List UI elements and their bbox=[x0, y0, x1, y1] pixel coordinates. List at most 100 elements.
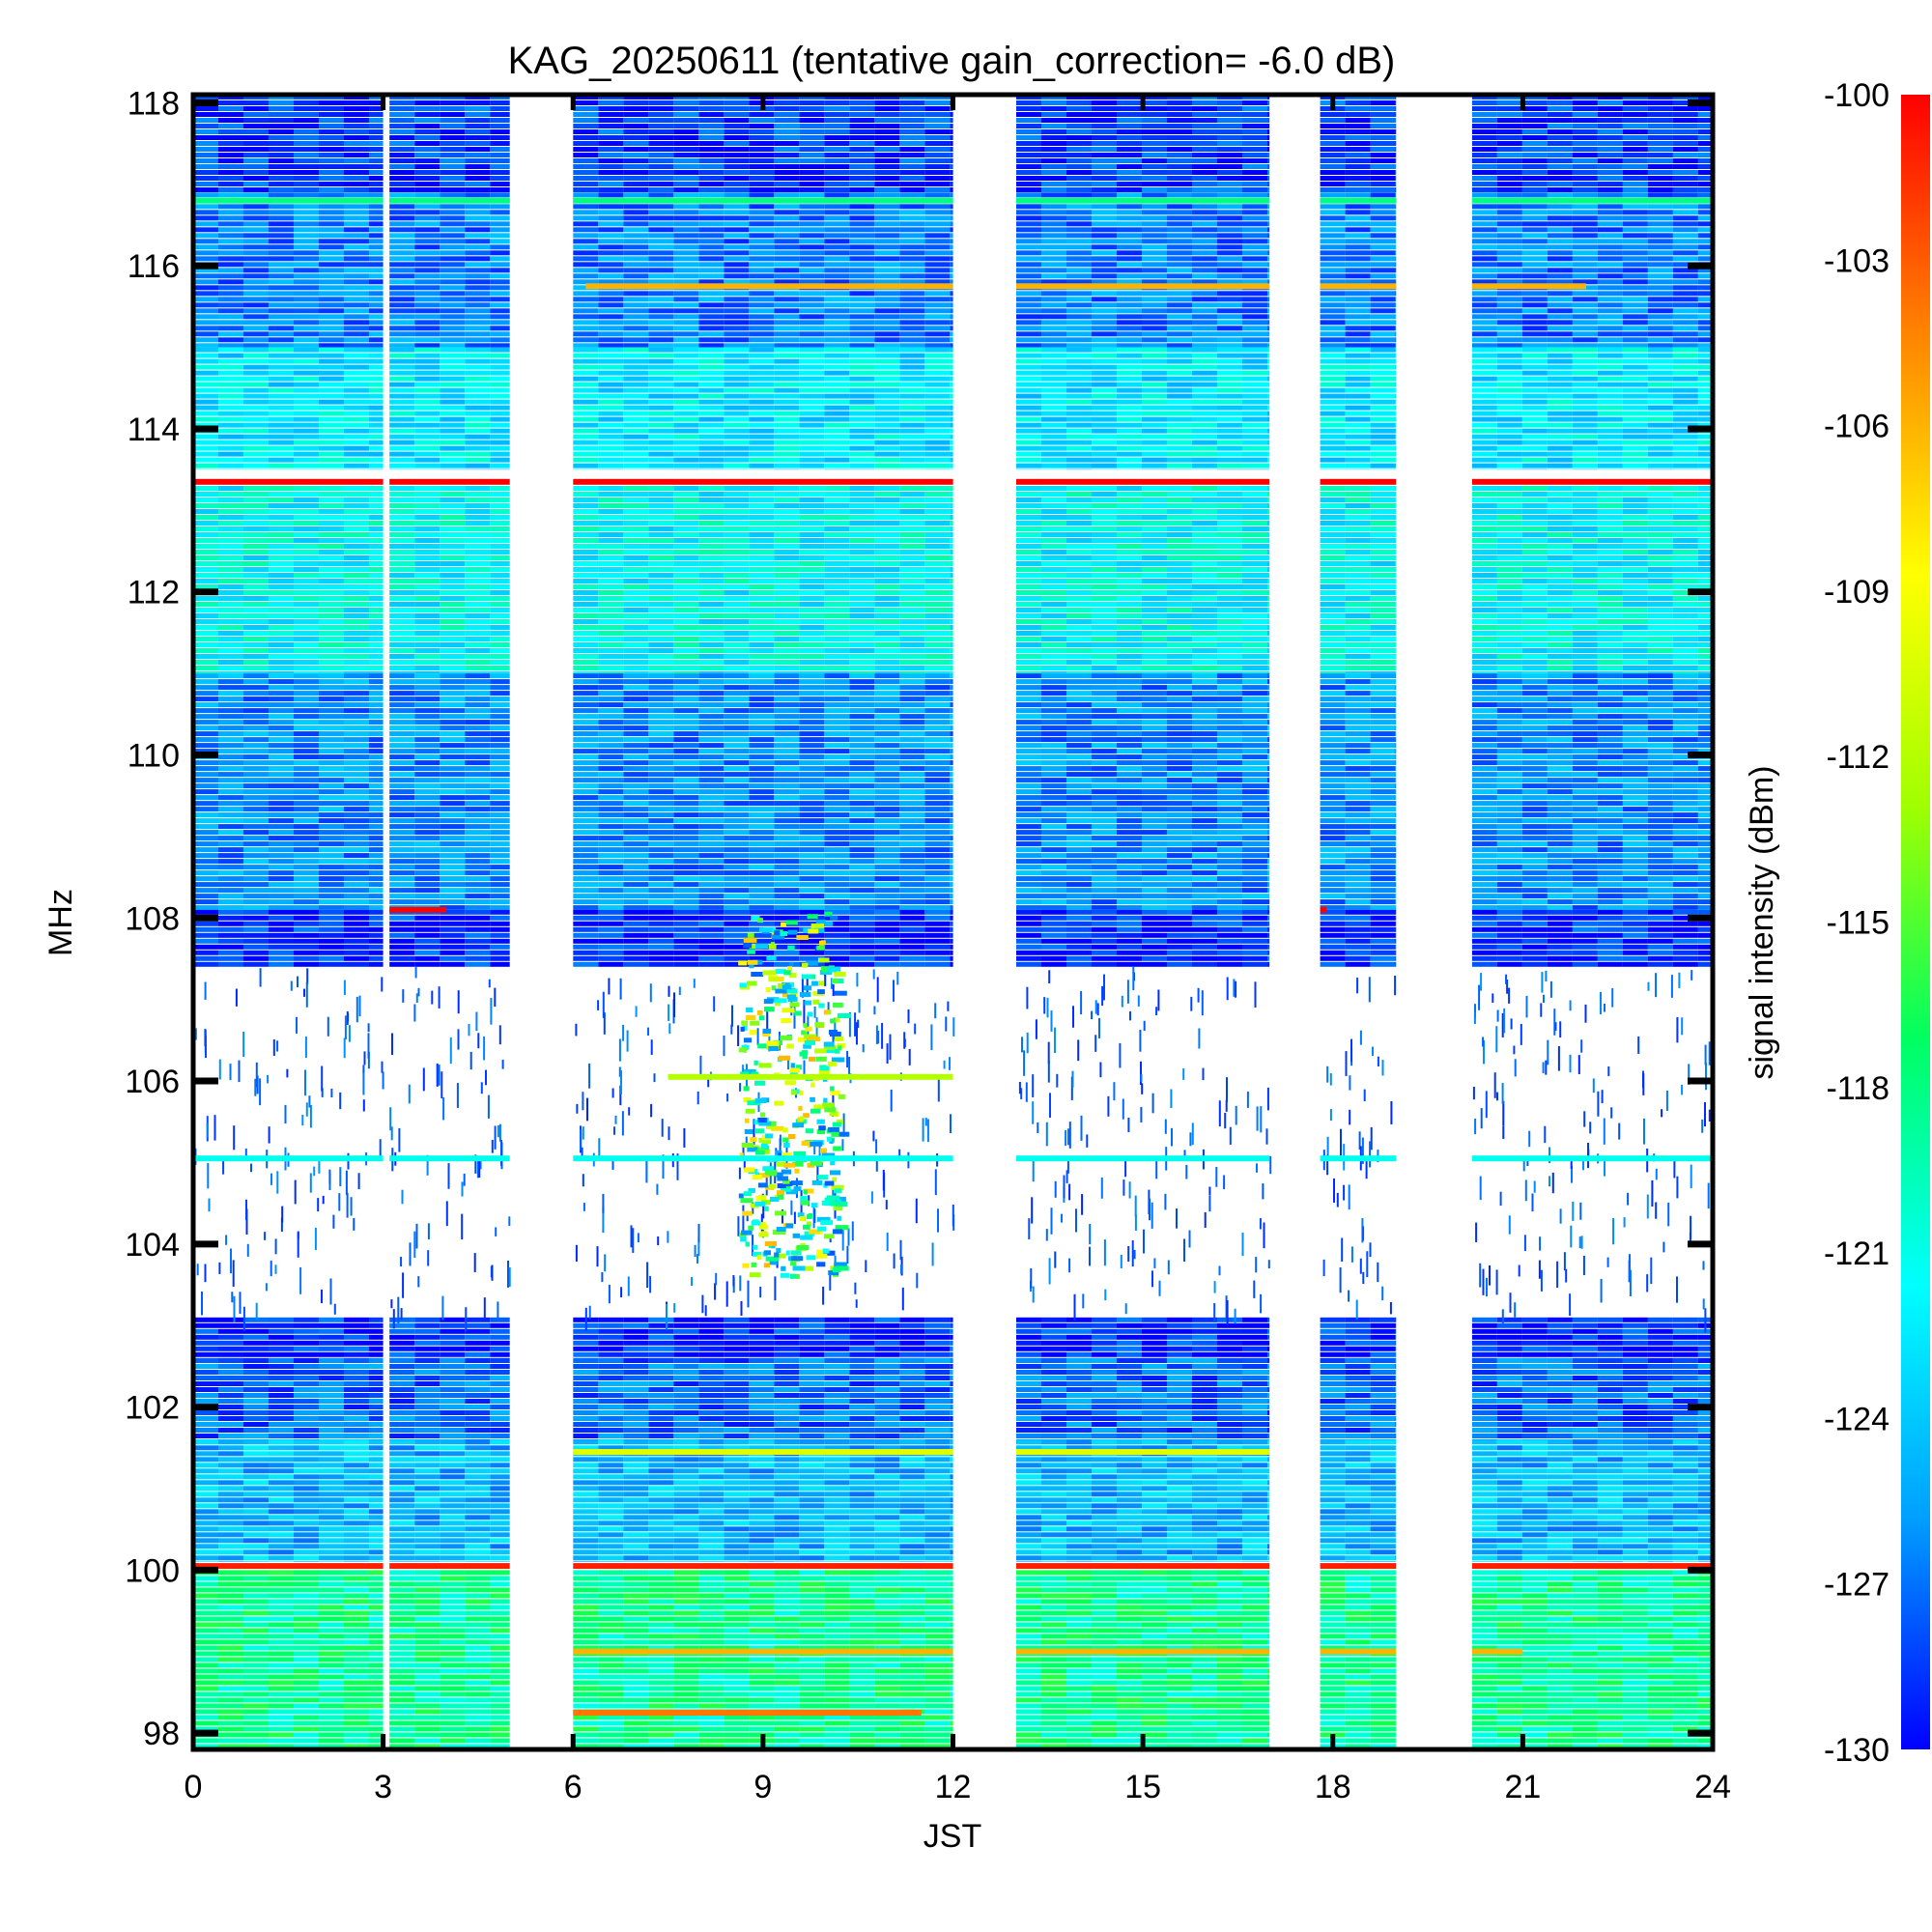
heatmap-cell bbox=[673, 590, 699, 595]
heatmap-cell bbox=[218, 602, 243, 607]
heatmap-cell bbox=[874, 561, 900, 566]
heatmap-cell bbox=[243, 486, 269, 491]
heatmap-cell bbox=[1345, 358, 1371, 364]
heatmap-cell bbox=[1471, 308, 1497, 314]
heatmap-cell bbox=[698, 279, 724, 285]
heatmap-cell bbox=[1267, 244, 1270, 250]
heatmap-cell bbox=[924, 124, 951, 128]
heatmap-cell bbox=[1092, 567, 1117, 572]
heatmap-cell bbox=[673, 291, 699, 297]
heatmap-cell bbox=[1192, 353, 1217, 358]
heatmap-cell bbox=[1647, 492, 1673, 497]
heatmap-cell bbox=[749, 405, 775, 411]
heatmap-cell bbox=[414, 326, 440, 331]
heatmap-cell bbox=[749, 182, 775, 186]
heatmap-cell bbox=[490, 619, 510, 624]
heatmap-cell bbox=[344, 353, 369, 358]
heatmap-cell bbox=[648, 112, 674, 117]
heatmap-cell bbox=[1267, 124, 1270, 128]
heatmap-cell bbox=[950, 182, 953, 186]
heatmap-cell bbox=[1320, 625, 1346, 630]
heatmap-cell bbox=[1242, 579, 1267, 583]
heatmap-cell bbox=[490, 526, 510, 531]
heatmap-cell bbox=[749, 602, 775, 607]
heatmap-cell bbox=[1547, 532, 1573, 537]
heatmap-cell bbox=[899, 486, 925, 491]
heatmap-cell bbox=[1192, 434, 1217, 440]
heatmap-cell bbox=[1345, 308, 1371, 314]
heatmap-cell bbox=[849, 590, 875, 595]
heatmap-cell bbox=[1345, 147, 1371, 152]
heatmap-cell bbox=[389, 451, 415, 457]
heatmap-cell bbox=[319, 297, 344, 302]
heatmap-cell bbox=[1041, 422, 1066, 428]
heatmap-cell bbox=[799, 337, 825, 343]
heatmap-cell bbox=[1167, 262, 1192, 268]
heatmap-cell bbox=[1066, 153, 1092, 157]
heatmap-cell bbox=[193, 244, 218, 250]
heatmap-cell bbox=[1471, 492, 1497, 497]
heatmap-cell bbox=[1672, 364, 1698, 370]
heatmap-cell bbox=[749, 210, 775, 215]
heatmap-cell bbox=[319, 440, 344, 445]
heatmap-cell bbox=[698, 215, 724, 221]
heatmap-cell bbox=[218, 308, 243, 314]
heatmap-cell bbox=[698, 602, 724, 607]
heatmap-cell bbox=[1471, 227, 1497, 233]
heatmap-cell bbox=[1672, 337, 1698, 343]
heatmap-cell bbox=[1092, 370, 1117, 376]
heatmap-cell bbox=[1370, 308, 1396, 314]
heatmap-cell bbox=[319, 204, 344, 210]
heatmap-cell bbox=[369, 370, 384, 376]
heatmap-cell bbox=[673, 273, 699, 279]
heatmap-cell bbox=[1496, 405, 1522, 411]
heatmap-cell bbox=[1066, 192, 1092, 198]
heatmap-cell bbox=[924, 445, 951, 451]
heatmap-cell bbox=[218, 153, 243, 157]
heatmap-cell bbox=[824, 176, 850, 181]
heatmap-cell bbox=[193, 297, 218, 302]
heatmap-cell bbox=[1117, 118, 1142, 123]
heatmap-cell bbox=[1345, 141, 1371, 146]
heatmap-cell bbox=[1622, 579, 1648, 583]
heatmap-cell bbox=[218, 353, 243, 358]
heatmap-cell bbox=[1697, 192, 1713, 198]
heatmap-cell bbox=[389, 526, 415, 531]
heatmap-cell bbox=[1117, 347, 1142, 353]
heatmap-cell bbox=[1016, 314, 1041, 320]
heatmap-cell bbox=[1242, 457, 1267, 463]
heatmap-cell bbox=[1697, 579, 1713, 583]
heatmap-cell bbox=[724, 405, 750, 411]
heatmap-cell bbox=[950, 393, 953, 399]
heatmap-cell bbox=[193, 124, 218, 128]
heatmap-cell bbox=[1217, 337, 1242, 343]
heatmap-cell bbox=[1597, 135, 1623, 140]
heatmap-cell bbox=[344, 451, 369, 457]
heatmap-cell bbox=[724, 210, 750, 215]
heatmap-cell bbox=[698, 590, 724, 595]
heatmap-cell bbox=[269, 567, 294, 572]
heatmap-cell bbox=[1622, 221, 1648, 227]
heatmap-cell bbox=[1320, 602, 1346, 607]
heatmap-cell bbox=[598, 613, 624, 618]
heatmap-cell bbox=[1267, 526, 1270, 531]
heatmap-cell bbox=[389, 262, 415, 268]
heatmap-cell bbox=[1192, 579, 1217, 583]
heatmap-cell bbox=[1142, 573, 1167, 578]
heatmap-cell bbox=[1066, 187, 1092, 192]
heatmap-cell bbox=[369, 227, 384, 233]
heatmap-cell bbox=[1217, 291, 1242, 297]
heatmap-cell bbox=[389, 631, 415, 636]
heatmap-cell bbox=[1041, 129, 1066, 134]
heatmap-cell bbox=[1597, 227, 1623, 233]
heatmap-cell bbox=[1370, 411, 1396, 416]
heatmap-cell bbox=[899, 250, 925, 256]
heatmap-cell bbox=[1547, 308, 1573, 314]
heatmap-cell bbox=[724, 445, 750, 451]
heatmap-cell bbox=[1092, 124, 1117, 128]
heatmap-cell bbox=[193, 347, 218, 353]
heatmap-cell bbox=[1647, 555, 1673, 560]
heatmap-cell bbox=[269, 337, 294, 343]
heatmap-cell bbox=[924, 337, 951, 343]
heatmap-cell bbox=[1697, 210, 1713, 215]
